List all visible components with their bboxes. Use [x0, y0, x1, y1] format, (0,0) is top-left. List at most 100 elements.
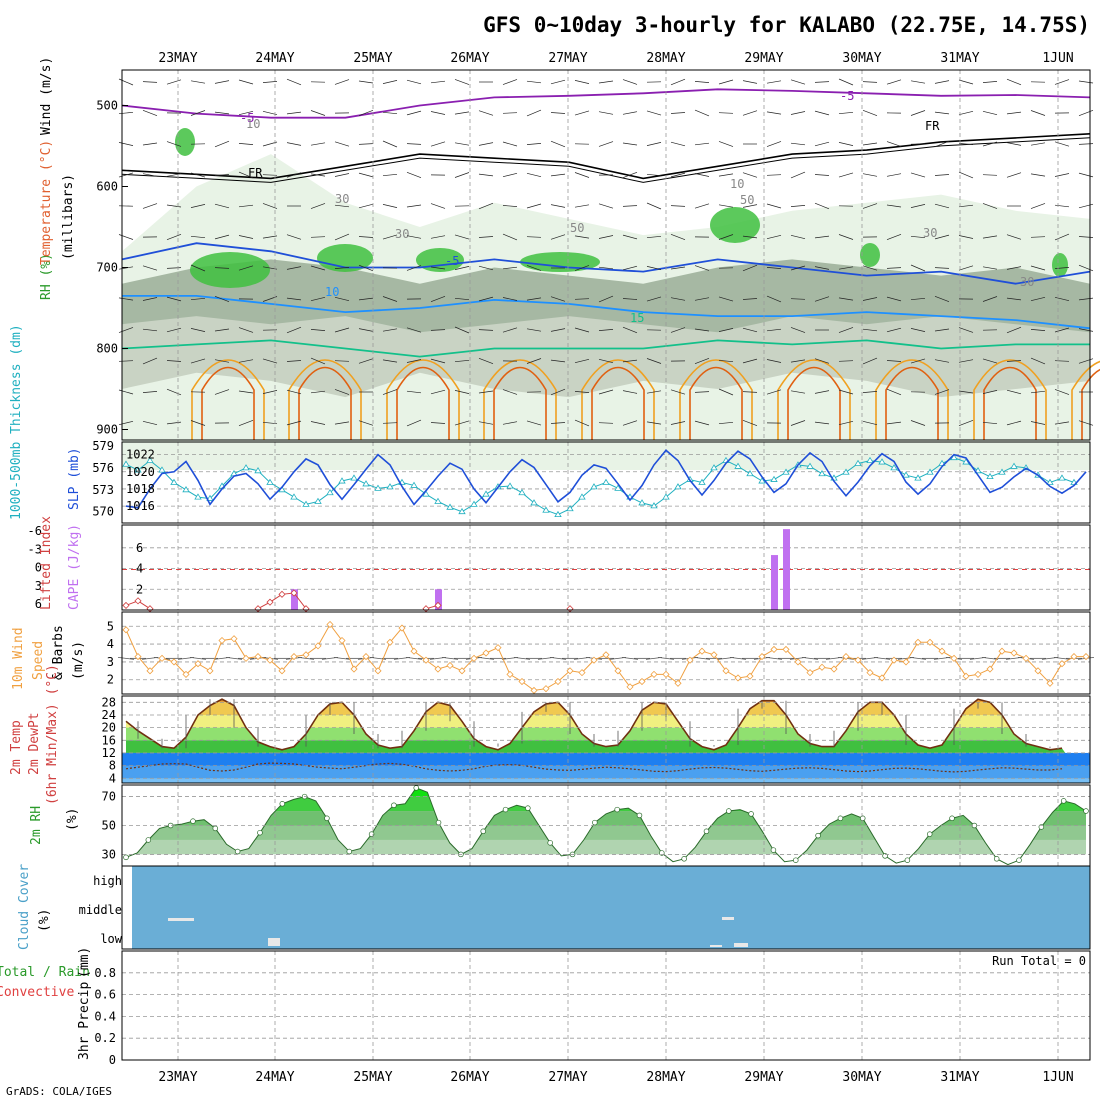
- wind-barb: [670, 327, 686, 333]
- wind-barb: [118, 327, 134, 333]
- wind-barb: [1054, 173, 1070, 177]
- wind-barb: [214, 234, 230, 240]
- thickness-tick-label: 573: [92, 483, 114, 497]
- bottom-date-label: 24MAY: [255, 1070, 294, 1085]
- wind-barb: [886, 267, 902, 269]
- wind-barb: [1078, 203, 1094, 209]
- rh-tick-label: 50: [102, 819, 116, 833]
- wind-barb: [430, 422, 446, 424]
- wind-barb: [598, 389, 614, 395]
- slp-line: [125, 449, 1087, 509]
- wind-speed-marker: [878, 674, 886, 682]
- wind-barb: [1030, 110, 1046, 116]
- rh-marker: [212, 825, 219, 832]
- wind-barb: [670, 233, 686, 241]
- rh-high-blob: [175, 128, 195, 156]
- bottom-date-label: 30MAY: [842, 1070, 881, 1085]
- wind-barb: [862, 328, 878, 332]
- wind-tick-label: 3: [107, 655, 114, 669]
- wind-speed-marker: [1082, 652, 1090, 661]
- wind-barb: [166, 79, 182, 85]
- wind-speed-marker: [818, 663, 826, 671]
- wind-barb: [814, 110, 830, 116]
- wind-barb: [190, 172, 206, 178]
- wind-barb: [142, 357, 158, 365]
- wind-barb: [886, 173, 902, 177]
- wind-barb: [430, 295, 446, 303]
- rh-marker: [815, 832, 821, 839]
- wind-speed-marker: [758, 652, 766, 661]
- wind-barb: [742, 358, 758, 364]
- temperature-band: [126, 727, 1086, 741]
- thickness-marker: [326, 488, 334, 496]
- wind-barb: [334, 360, 350, 362]
- surface-wind-barb: [189, 656, 207, 660]
- wind-speed-marker: [494, 644, 502, 652]
- wind-barb: [598, 141, 614, 147]
- wind-barb: [838, 420, 854, 426]
- wind-axis-label: & Barbs: [51, 625, 66, 680]
- wind-barb: [334, 327, 350, 333]
- wind-speed-marker: [866, 669, 874, 677]
- rh-marker: [949, 815, 955, 822]
- wind-barb: [358, 80, 374, 84]
- wind-barb: [454, 390, 470, 394]
- wind-barb: [670, 297, 686, 301]
- contour-label: 30: [335, 192, 349, 206]
- wind-barb: [526, 172, 542, 178]
- wind-barb: [334, 173, 350, 177]
- bottom-date-label: 23MAY: [158, 1070, 197, 1085]
- wind-speed-marker: [854, 656, 862, 664]
- thickness-marker: [1046, 478, 1054, 485]
- rh-high-blob: [520, 252, 600, 272]
- rh-tick-label: 30: [102, 847, 116, 861]
- wind-barb: [910, 328, 926, 332]
- thickness-marker: [698, 478, 706, 485]
- rh-high-blob: [860, 243, 880, 267]
- rh-line: [125, 787, 1087, 866]
- rh-marker: [703, 828, 710, 835]
- wind-barb: [982, 296, 998, 302]
- wind-barb: [646, 358, 662, 364]
- thickness-axis-label: 1000-500mb Thickness (dm): [9, 324, 24, 520]
- thickness-marker: [254, 467, 262, 474]
- wind-barb: [838, 111, 854, 115]
- wind-barb: [742, 298, 758, 300]
- wind-barb: [454, 326, 470, 334]
- warm-contour-arc: [1071, 360, 1100, 440]
- cloud-ylabel: Cloud Cover (%): [17, 864, 52, 950]
- wind-barb: [550, 112, 566, 114]
- wind-speed-marker: [230, 635, 238, 643]
- wind-barb: [862, 81, 878, 83]
- wind-barb: [262, 235, 278, 239]
- wind-barb: [286, 360, 302, 362]
- wind-speed-marker: [926, 638, 934, 646]
- temp-tick-label: 24: [102, 708, 116, 722]
- wind-barb: [358, 420, 374, 426]
- wind-speed-marker: [830, 665, 838, 673]
- wind-barb: [958, 419, 974, 427]
- wind-barb: [1054, 204, 1070, 208]
- wind-barb: [286, 172, 302, 178]
- wind-barb: [502, 266, 518, 270]
- wind-barb: [670, 172, 686, 178]
- temp-ylabel: 2m Temp 2m DewPt (6hr Min/Max) (°C): [9, 664, 60, 805]
- wind-speed-marker: [470, 654, 478, 662]
- wind-barb: [646, 296, 662, 302]
- thickness-marker: [914, 474, 922, 481]
- thickness-marker: [314, 497, 322, 504]
- wind-barb: [286, 142, 302, 146]
- wind-barb: [598, 203, 614, 209]
- wind-speed-marker: [314, 642, 322, 650]
- wind-barb: [214, 267, 230, 269]
- wind-barb: [1030, 142, 1046, 146]
- wind-barb: [310, 203, 326, 209]
- wind-barb: [1078, 109, 1094, 117]
- wind-barb: [646, 142, 662, 146]
- wind-barb: [334, 421, 350, 425]
- wind-speed-marker: [158, 654, 166, 662]
- wind-barb: [118, 297, 134, 301]
- thickness-marker: [998, 468, 1006, 475]
- wind-barb: [1054, 296, 1070, 302]
- wind-axis-label: Speed: [31, 641, 46, 680]
